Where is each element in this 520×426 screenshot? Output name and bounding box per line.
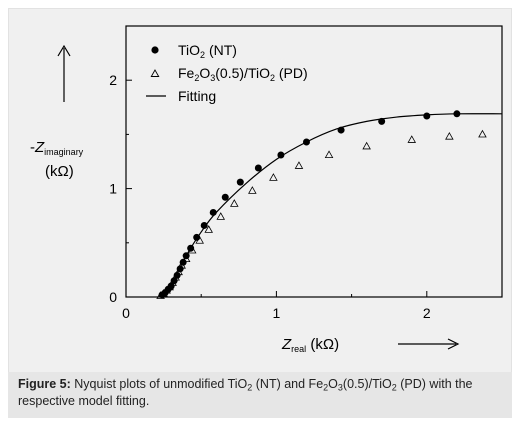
tio2-nt-point [200, 221, 208, 229]
figure-panel [8, 8, 512, 418]
tio2-nt-point [179, 258, 187, 266]
fe2o3-tio2-pd-point [324, 150, 334, 158]
tio2-nt-point [236, 178, 244, 186]
y-tick-label: 0 [109, 289, 117, 305]
legend-marker-fe2o3-tio2-pd [150, 69, 160, 77]
y-axis-label: -Zimaginary [30, 139, 84, 157]
fe2o3-tio2-pd-point [204, 225, 214, 233]
fe2o3-tio2-pd-point [216, 212, 226, 220]
figure-caption: Figure 5: Nyquist plots of unmodified Ti… [8, 372, 512, 418]
fe2o3-tio2-pd-point [362, 141, 371, 150]
fe2o3-tio2-pd-point [294, 161, 304, 169]
fe2o3-tio2-pd-point [248, 186, 257, 194]
x-axis-arrow [398, 338, 460, 350]
x-tick-label: 2 [423, 305, 431, 321]
fe2o3-tio2-pd-point [269, 173, 278, 181]
fitting-curve [158, 113, 502, 297]
figure-label: Figure 5: [18, 377, 71, 391]
tio2-nt-point [378, 117, 386, 125]
tio2-nt-point [170, 277, 178, 285]
legend-marker-tio2-nt [151, 46, 159, 54]
y-axis-unit: (kΩ) [45, 163, 74, 180]
fe2o3-tio2-pd-point [230, 199, 239, 207]
legend: TiO2 (NT) Fe2O3(0.5)/TiO2 (PD) Fitting [146, 42, 308, 104]
legend-label-fitting: Fitting [178, 88, 216, 104]
legend-label-fe2o3-tio2-pd: Fe2O3(0.5)/TiO2 (PD) [178, 65, 308, 83]
caption-text: Nyquist plots of unmodified TiO2 (NT) an… [18, 377, 473, 408]
y-tick-label: 2 [109, 72, 117, 88]
tio2-nt-point [176, 265, 184, 273]
data-marks [156, 110, 502, 299]
legend-label-tio2-nt: TiO2 (NT) [178, 42, 237, 60]
y-axis-arrow [57, 44, 71, 102]
tio2-nt-point [187, 244, 195, 252]
fe2o3-tio2-pd-point [407, 135, 417, 143]
tio2-nt-point [173, 271, 181, 279]
fe2o3-tio2-pd-point [478, 129, 487, 138]
tio2-nt-point [221, 193, 229, 201]
x-tick-label: 0 [122, 305, 130, 321]
tio2-nt-point [277, 151, 285, 159]
tio2-nt-point [193, 233, 201, 241]
x-tick-label: 1 [273, 305, 281, 321]
tio2-nt-point [302, 138, 310, 146]
plot-area [125, 25, 503, 298]
tio2-nt-point [209, 208, 217, 216]
tio2-nt-point [182, 252, 190, 260]
x-axis-label: Zreal (kΩ) [281, 336, 339, 354]
fe2o3-tio2-pd-point [445, 131, 454, 140]
tio2-nt-point [453, 110, 461, 118]
axis-ticks: 0 1 2 0 1 2 [109, 25, 503, 321]
tio2-nt-point [254, 164, 262, 172]
tio2-nt-point [167, 282, 175, 290]
y-tick-label: 1 [109, 181, 117, 197]
tio2-nt-point [423, 112, 431, 120]
tio2-nt-point [337, 126, 345, 134]
